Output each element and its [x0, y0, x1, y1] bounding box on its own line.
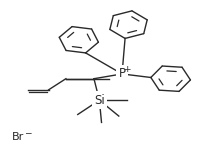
Text: Si: Si — [94, 94, 105, 107]
Text: +: + — [123, 65, 130, 74]
Text: Br: Br — [12, 132, 24, 142]
Text: −: − — [24, 128, 31, 137]
Text: P: P — [119, 67, 125, 80]
